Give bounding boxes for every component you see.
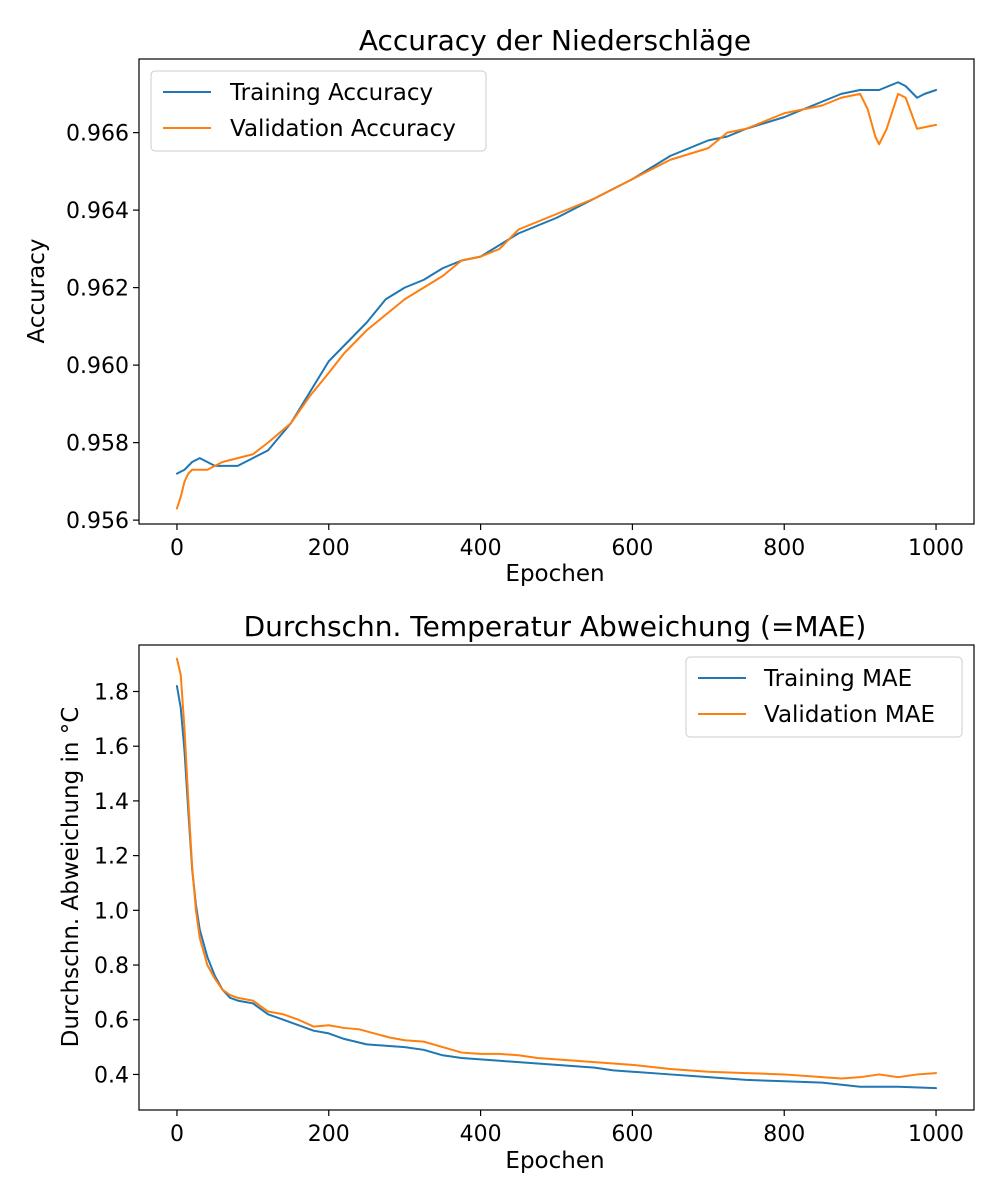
chart-title: Durchschn. Temperatur Abweichung (=MAE) [244, 610, 867, 643]
x-tick-label: 600 [611, 1122, 653, 1147]
mae-chart: Durchschn. Temperatur Abweichung (=MAE) … [58, 610, 975, 1174]
legend-label-validation-mae: Validation MAE [764, 702, 935, 728]
plot-frame [138, 644, 975, 1111]
y-tick-label: 0.956 [66, 509, 129, 534]
legend-label-training-accuracy: Training Accuracy [229, 80, 433, 106]
y-tick-label: 0.4 [94, 1063, 129, 1088]
y-tick-label: 0.964 [66, 199, 129, 224]
legend-label-validation-accuracy: Validation Accuracy [230, 116, 456, 142]
y-axis-label: Durchschn. Abweichung in °C [58, 707, 84, 1048]
x-axis: 0 200 400 600 800 1000 [170, 524, 964, 561]
x-tick-label: 0 [170, 1122, 184, 1147]
x-axis-label: Epochen [505, 1148, 604, 1174]
plot-frame [138, 58, 975, 525]
x-tick-label: 600 [611, 536, 653, 561]
x-tick-label: 800 [763, 1122, 805, 1147]
chart-title: Accuracy der Niederschläge [359, 24, 751, 57]
y-tick-label: 1.2 [94, 845, 129, 870]
y-tick-label: 0.966 [66, 122, 129, 147]
series-layer [175, 657, 938, 1090]
x-tick-label: 1000 [908, 536, 964, 561]
x-tick-label: 400 [460, 536, 502, 561]
y-tick-label: 0.962 [66, 277, 129, 302]
x-axis: 0 200 400 600 800 1000 [170, 1110, 964, 1147]
series-line-validation-mae [175, 657, 938, 1080]
y-axis-label: Accuracy [24, 238, 50, 343]
legend-label-training-mae: Training MAE [763, 666, 912, 692]
x-tick-label: 0 [170, 536, 184, 561]
y-tick-label: 1.0 [94, 899, 129, 924]
y-tick-label: 0.958 [66, 432, 129, 457]
y-tick-label: 1.8 [94, 681, 129, 706]
y-tick-label: 1.4 [94, 790, 129, 815]
y-tick-label: 1.6 [94, 735, 129, 760]
series-line-training-mae [175, 685, 938, 1090]
x-tick-label: 800 [763, 536, 805, 561]
legend: Training Accuracy Validation Accuracy [150, 70, 487, 152]
legend-box [685, 656, 963, 738]
series-layer [175, 81, 938, 510]
y-tick-label: 0.8 [94, 954, 129, 979]
x-tick-label: 400 [460, 1122, 502, 1147]
x-tick-label: 1000 [908, 1122, 964, 1147]
x-tick-label: 200 [308, 536, 350, 561]
x-tick-label: 200 [308, 1122, 350, 1147]
x-axis-label: Epochen [505, 561, 604, 587]
series-line-validation-accuracy [175, 92, 938, 510]
y-axis: 0.4 0.6 0.8 1.0 1.2 1.4 1.6 1.8 [94, 681, 139, 1088]
legend: Training MAE Validation MAE [685, 656, 963, 738]
y-tick-label: 0.960 [66, 354, 129, 379]
legend-box [150, 70, 487, 152]
accuracy-chart: Accuracy der Niederschläge 0 200 400 600 800… [24, 24, 975, 587]
y-tick-label: 0.6 [94, 1009, 129, 1034]
y-axis: 0.956 0.958 0.960 0.962 0.964 0.966 [66, 122, 139, 534]
